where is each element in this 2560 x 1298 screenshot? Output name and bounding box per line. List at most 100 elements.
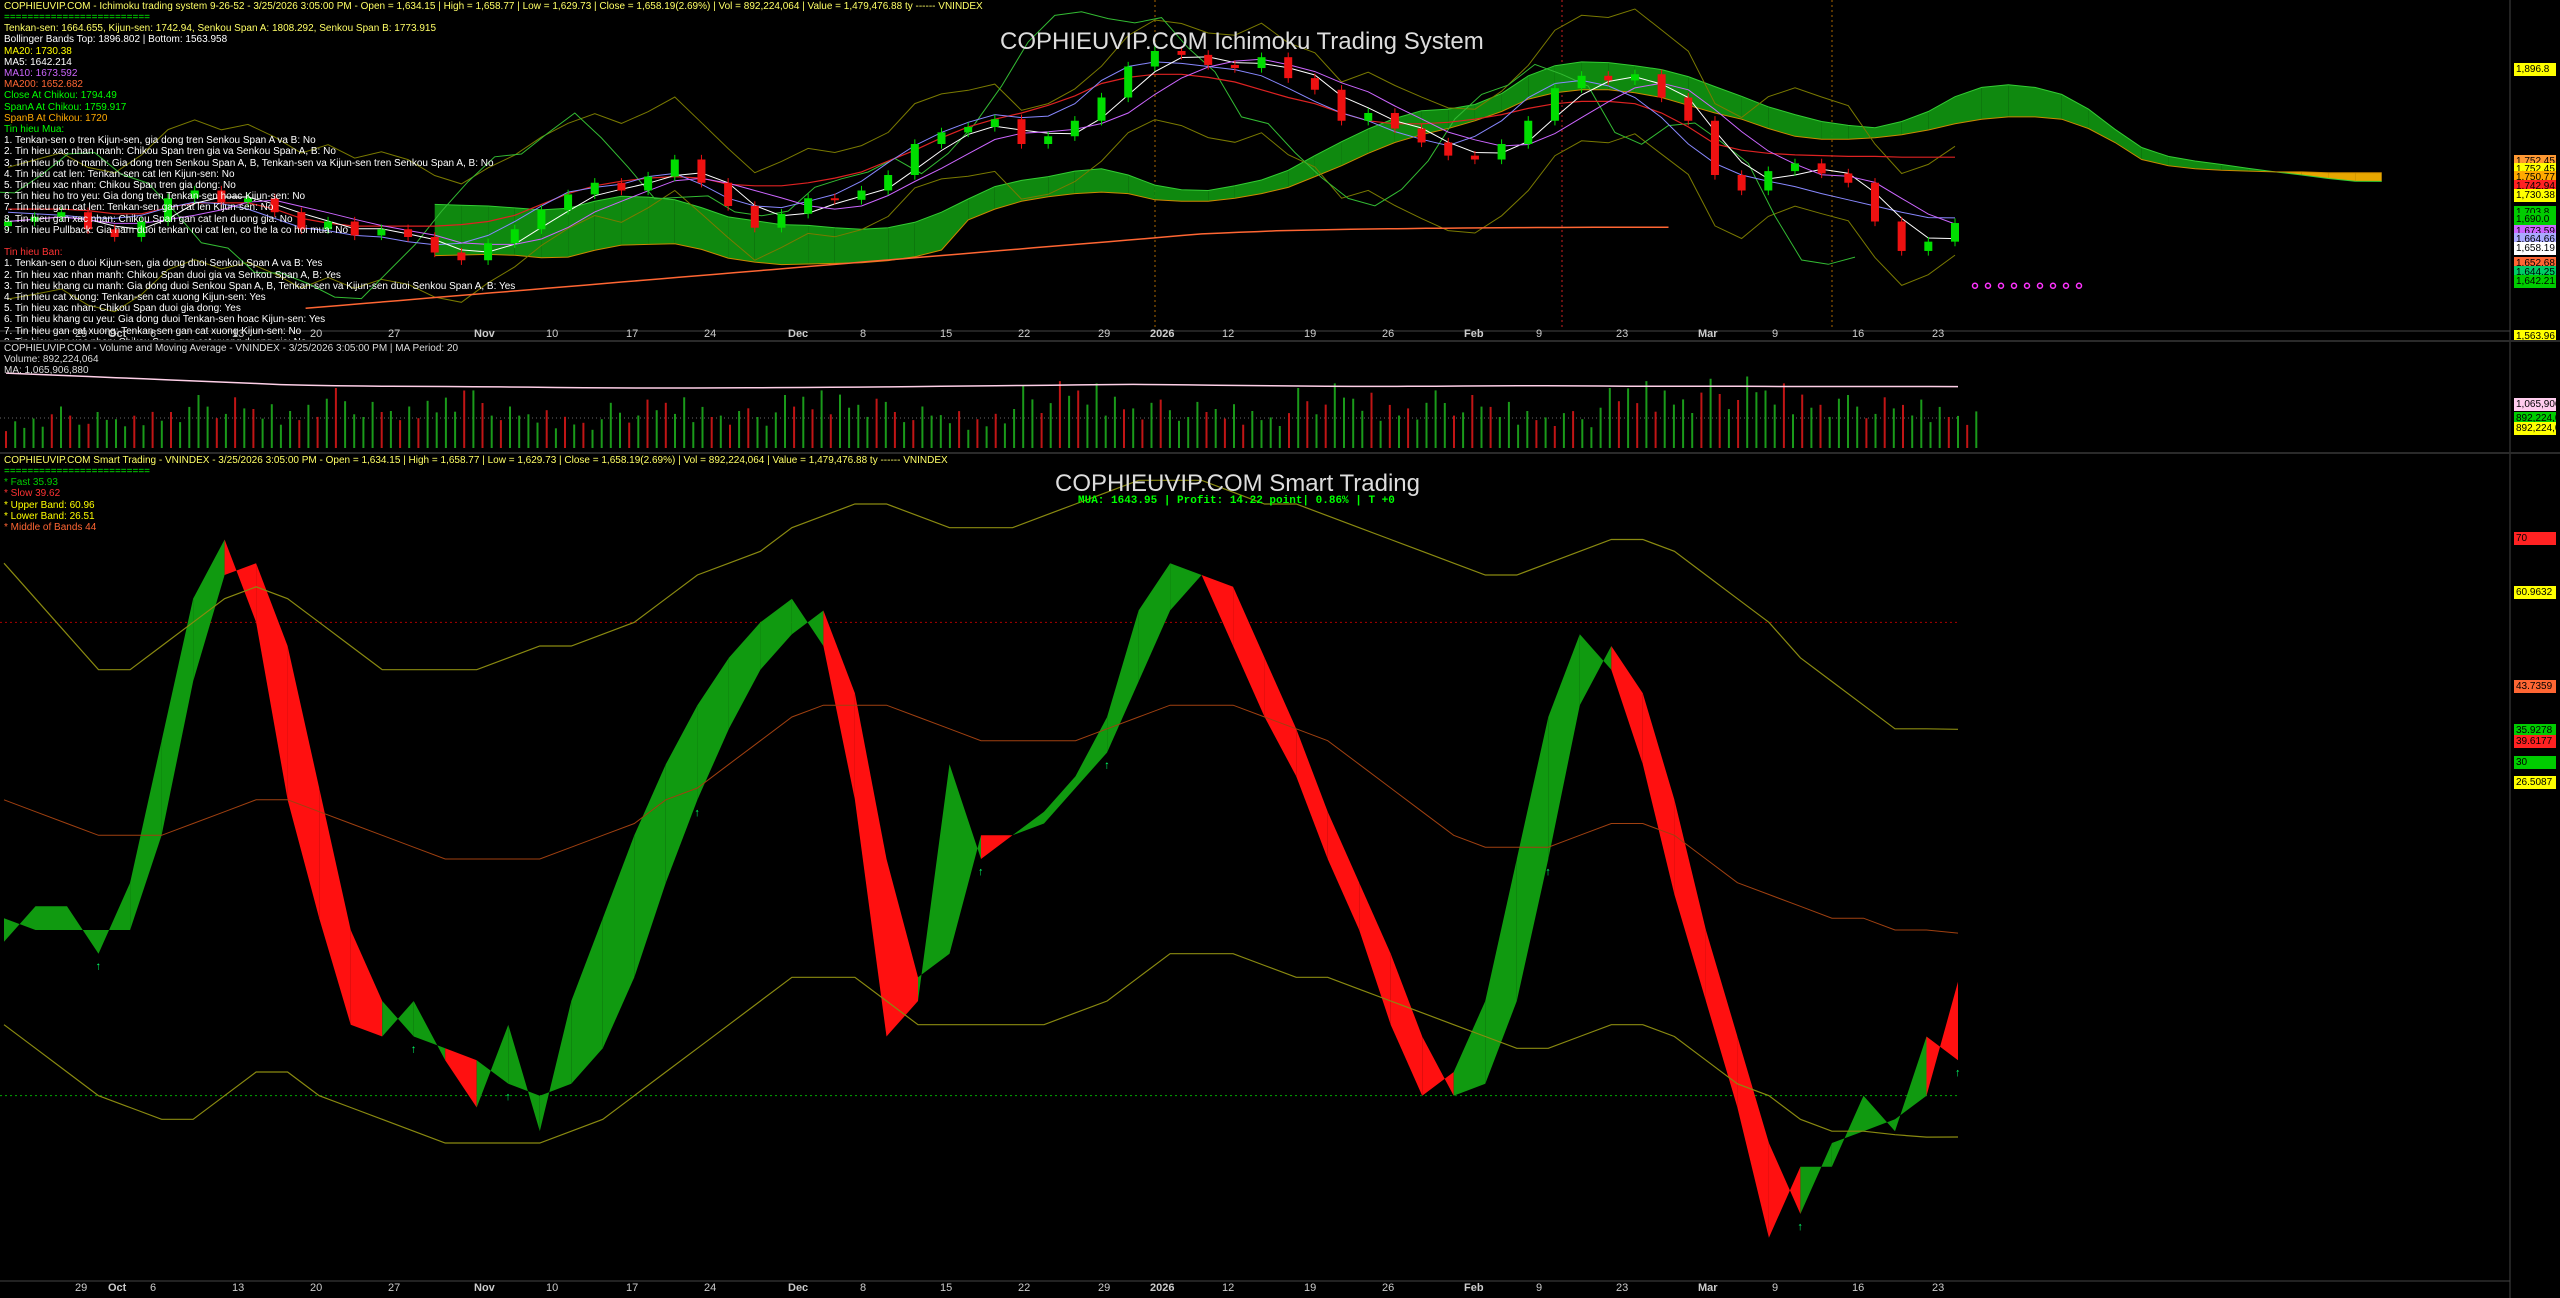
kumo-cloud-segment <box>834 227 862 264</box>
momentum-fill-segment <box>602 835 635 1049</box>
candle-body <box>830 198 839 201</box>
date-tick: 19 <box>1304 1282 1317 1294</box>
ichimoku-chart[interactable] <box>0 0 2560 340</box>
date-tick: 19 <box>1304 328 1317 340</box>
momentum-fill-segment <box>508 1024 540 1132</box>
info-line: * Upper Band: 60.96 <box>4 499 95 511</box>
date-tick: 26 <box>1382 1282 1395 1294</box>
candle-body <box>1737 175 1746 191</box>
candle-body <box>617 182 626 191</box>
tenkan-sen-line <box>7 61 1956 246</box>
candle-body <box>1577 75 1586 89</box>
candle-body <box>1390 113 1399 129</box>
kumo-cloud-segment <box>1955 87 1982 124</box>
volume-chart[interactable] <box>0 342 2560 452</box>
candle-body <box>1657 74 1666 98</box>
chikou-span-line <box>0 11 1856 300</box>
candle-body <box>804 198 813 214</box>
date-tick: 6 <box>150 1282 157 1294</box>
ichimoku-pane[interactable]: COPHIEUVIP.COM - Ichimoku trading system… <box>0 0 2560 359</box>
pane-separator[interactable] <box>0 452 2560 454</box>
buy-arrow-icon: ↑ <box>505 1091 511 1103</box>
kumo-cloud-segment <box>2355 172 2382 182</box>
momentum-fill-segment <box>413 1001 446 1061</box>
candle-body <box>1924 241 1933 251</box>
momentum-fill-segment <box>1611 646 1643 765</box>
smart-trading-pane[interactable]: ↑ ↑ ↑ ↑ ↑ ↑ ↑ ↑ ↑ COPHIEUVIP.COM Smart Trading -… <box>0 454 2560 1298</box>
info-line: Bollinger Bands Top: 1896.802 | Bottom: … <box>4 34 228 46</box>
volume-value: Volume: 892,224,064 <box>4 354 99 365</box>
info-line: * Middle of Bands 44 <box>4 522 97 534</box>
candle-body <box>1070 120 1079 137</box>
projection-dot <box>2075 282 2083 289</box>
date-tick: Feb <box>1464 1282 1484 1294</box>
momentum-fill-segment <box>1422 1036 1454 1096</box>
momentum-fill-segment <box>1359 882 1391 1025</box>
kumo-cloud-segment <box>674 199 702 250</box>
date-tick: Nov <box>474 328 495 340</box>
candle-body <box>724 182 733 206</box>
date-tick: 15 <box>940 328 953 340</box>
date-tick: 8 <box>860 1282 867 1294</box>
price-label: 39.6177 <box>2514 735 2556 748</box>
candle-body <box>1870 182 1879 222</box>
candle-body <box>377 229 386 236</box>
momentum-fill-segment <box>1138 563 1171 682</box>
date-tick: Dec <box>788 328 809 340</box>
candle-body <box>777 213 786 228</box>
momentum-fill-segment <box>1548 634 1580 859</box>
candle-body <box>590 182 599 195</box>
date-tick: 22 <box>1018 1282 1031 1294</box>
candle-body <box>1097 97 1106 121</box>
info-line <box>4 236 515 247</box>
candle-body <box>990 119 999 127</box>
candle-body <box>1897 221 1906 251</box>
candle-body <box>1817 163 1826 174</box>
projection-dot <box>2023 282 2031 289</box>
candle-body <box>1177 51 1186 55</box>
price-label: 1,690.0 <box>2514 213 2556 226</box>
candle-body <box>1497 144 1506 160</box>
candle-body <box>1550 88 1559 121</box>
date-tick: 24 <box>704 1282 717 1294</box>
date-tick: 17 <box>626 328 639 340</box>
kumo-cloud-segment <box>1768 106 1795 137</box>
kumo-cloud-segment <box>2168 156 2195 169</box>
kumo-cloud-segment <box>808 225 835 264</box>
buy-arrow-icon: ↑ <box>411 1044 417 1056</box>
volume-header: COPHIEUVIP.COM - Volume and Moving Avera… <box>4 343 459 354</box>
candle-body <box>1684 97 1693 121</box>
date-tick: 16 <box>1852 1282 1865 1294</box>
volume-pane[interactable]: COPHIEUVIP.COM - Volume and Moving Avera… <box>0 342 2560 452</box>
candle-body <box>324 221 333 230</box>
candle-body <box>857 190 866 200</box>
kumo-cloud-segment <box>1715 86 1742 120</box>
kumo-cloud-segment <box>1261 170 1289 194</box>
momentum-fill-segment <box>161 598 194 836</box>
candle-body <box>1364 113 1373 121</box>
momentum-fill-segment <box>1201 575 1234 646</box>
momentum-fill-segment <box>791 598 824 646</box>
momentum-fill-segment <box>35 906 67 930</box>
kumo-cloud-segment <box>1795 114 1822 140</box>
momentum-fill-segment <box>634 764 666 978</box>
momentum-fill-segment <box>1044 776 1076 824</box>
projection-dot <box>1971 282 1979 289</box>
info-line: Close At Chikou: 1794.49 <box>4 90 117 102</box>
kumo-cloud-segment <box>1181 189 1209 202</box>
info-line: 2. Tin hieu xac nhan manh: Chikou Span t… <box>4 146 336 158</box>
momentum-fill-segment <box>350 930 383 1037</box>
buy-arrow-icon: ↑ <box>978 866 984 878</box>
buy-arrow-icon: ↑ <box>694 807 700 819</box>
date-tick: 8 <box>860 328 867 340</box>
candle-body <box>1417 128 1426 143</box>
kijun-sen-line <box>8 73 1955 227</box>
pane-separator[interactable] <box>0 340 2560 342</box>
info-line: * Lower Band: 26.51 <box>4 510 95 522</box>
date-tick: 12 <box>1222 1282 1235 1294</box>
smart-header: COPHIEUVIP.COM Smart Trading - VNINDEX -… <box>4 455 948 466</box>
momentum-fill-segment <box>4 906 36 942</box>
smart-trading-chart[interactable]: ↑ ↑ ↑ ↑ ↑ ↑ ↑ ↑ ↑ <box>0 454 2560 1298</box>
info-line: 3. Tin hieu khang cu manh: Gia dong duoi… <box>4 280 516 292</box>
date-tick: 17 <box>626 1282 639 1294</box>
